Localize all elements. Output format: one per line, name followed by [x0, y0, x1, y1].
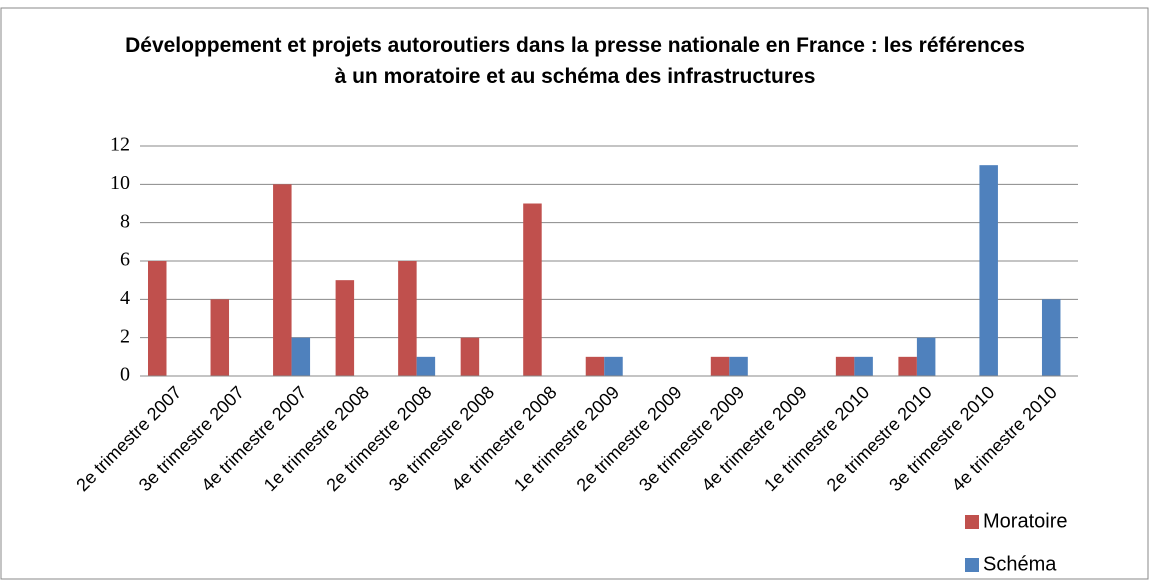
- bar: [148, 261, 167, 376]
- x-tick-label: 1e trimestre 2009: [510, 382, 623, 495]
- y-tick-label: 0: [120, 364, 130, 386]
- y-tick-label: 10: [110, 172, 130, 194]
- bar: [210, 299, 230, 376]
- x-tick-label: 3e trimestre 2008: [385, 382, 498, 495]
- x-tick-label: 3e trimestre 2007: [135, 382, 248, 495]
- x-tick-label: 1e trimestre 2010: [760, 382, 873, 495]
- bar: [523, 203, 542, 376]
- bar: [729, 356, 748, 376]
- bar: [291, 337, 311, 376]
- x-tick-label: 4e trimestre 2010: [948, 382, 1061, 495]
- legend-label: Moratoire: [983, 510, 1067, 532]
- bar: [604, 356, 623, 376]
- bar: [854, 356, 873, 376]
- y-tick-label: 6: [120, 249, 130, 271]
- bar: [916, 337, 936, 376]
- x-tick-label: 4e trimestre 2009: [698, 382, 811, 495]
- x-tick-label: 3e trimestre 2009: [635, 382, 748, 495]
- chart-frame: [0, 7, 1149, 580]
- bar: [979, 165, 998, 376]
- bar: [1041, 299, 1061, 376]
- x-tick-label: 4e trimestre 2008: [447, 382, 560, 495]
- x-tick-label: 4e trimestre 2007: [197, 382, 310, 495]
- bar: [398, 261, 417, 376]
- x-tick-label: 2e trimestre 2010: [823, 382, 936, 495]
- bar: [585, 356, 605, 376]
- y-tick-label: 8: [120, 210, 130, 232]
- chart-title: Développement et projets autoroutiers da…: [125, 34, 1025, 88]
- legend-label: Schéma: [983, 553, 1057, 575]
- legend-swatch: [965, 515, 979, 529]
- y-tick-label: 2: [120, 325, 130, 347]
- legend-swatch: [965, 558, 979, 572]
- bar: [335, 280, 355, 376]
- y-tick-label: 4: [120, 287, 130, 309]
- y-tick-label: 12: [110, 134, 130, 156]
- x-tick-label: 2e trimestre 2009: [573, 382, 686, 495]
- x-tick-label: 2e trimestre 2007: [72, 382, 185, 495]
- bar: [898, 356, 917, 376]
- bar: [710, 356, 730, 376]
- bar: [416, 356, 436, 376]
- bar: [835, 356, 855, 376]
- x-tick-label: 1e trimestre 2008: [260, 382, 373, 495]
- x-tick-label: 2e trimestre 2008: [322, 382, 435, 495]
- x-tick-label: 3e trimestre 2010: [885, 382, 998, 495]
- bar: [273, 184, 292, 376]
- bar: [460, 337, 480, 376]
